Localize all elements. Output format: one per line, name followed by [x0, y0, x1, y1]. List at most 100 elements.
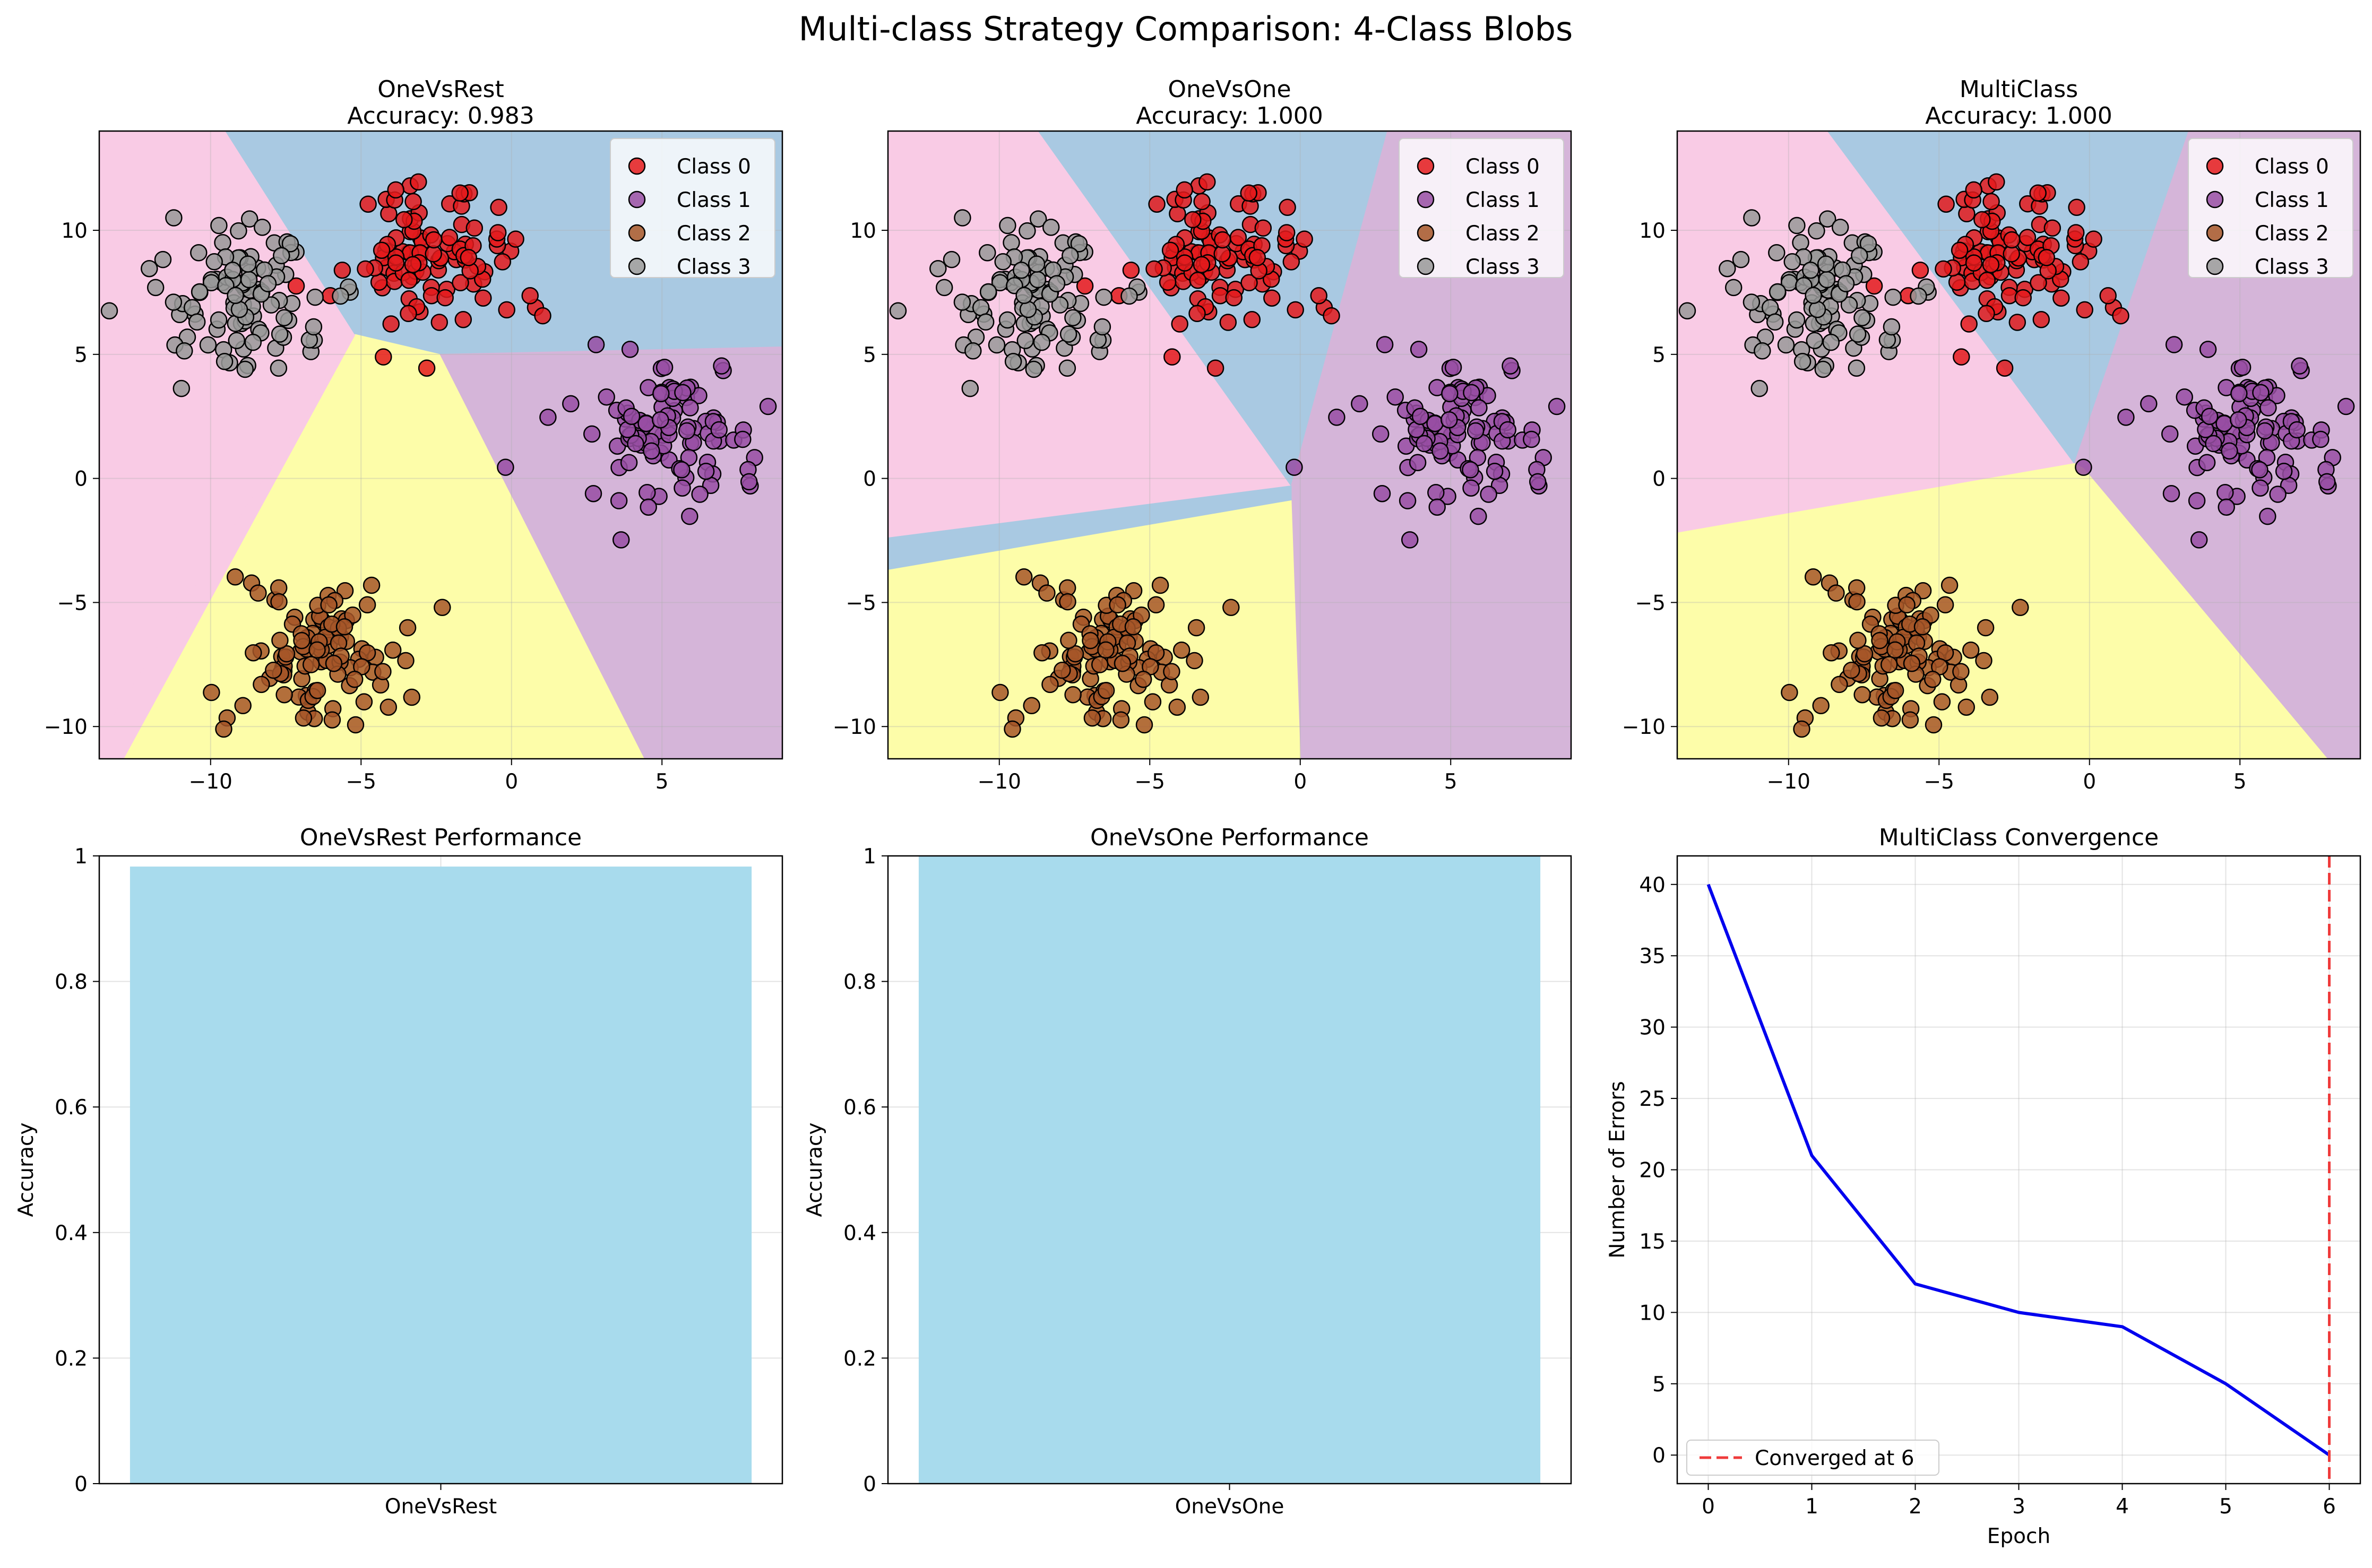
- data-point-class-1: [2259, 399, 2277, 417]
- data-point-class-3: [1042, 219, 1060, 236]
- data-point-class-2: [379, 698, 398, 716]
- data-point-class-2: [1038, 584, 1056, 602]
- data-point-class-0: [1263, 289, 1281, 307]
- data-point-class-3: [1678, 302, 1696, 319]
- data-point-class-2: [1886, 641, 1904, 659]
- data-point-class-3: [1766, 313, 1784, 331]
- data-point-class-1: [562, 395, 580, 413]
- data-point-class-2: [1793, 720, 1810, 738]
- data-point-class-0: [1254, 219, 1272, 237]
- data-point-class-3: [1019, 222, 1036, 240]
- data-point-class-3: [979, 283, 997, 301]
- data-point-class-2: [384, 641, 402, 659]
- data-point-class-2: [215, 720, 232, 738]
- data-point-class-0: [490, 198, 507, 216]
- panel-subtitle: Accuracy: 0.983: [347, 102, 534, 129]
- x-tick-label: 2: [1909, 1495, 1922, 1519]
- y-tick-label: 0.2: [55, 1347, 88, 1371]
- y-tick-label: 0: [74, 1472, 88, 1496]
- data-point-class-2: [1922, 606, 1939, 624]
- data-point-class-3: [972, 299, 990, 316]
- data-point-class-2: [295, 709, 313, 727]
- data-point-class-2: [1781, 683, 1798, 701]
- data-point-class-3: [1849, 325, 1867, 343]
- x-tick-label: 3: [2012, 1495, 2025, 1519]
- data-point-class-2: [1059, 593, 1076, 611]
- data-point-class-1: [674, 479, 691, 497]
- data-point-class-0: [1282, 253, 1300, 271]
- data-point-class-3: [1793, 353, 1812, 370]
- data-point-class-0: [1243, 311, 1261, 328]
- data-point-class-2: [1812, 697, 1830, 715]
- data-point-class-2: [1936, 596, 1954, 614]
- y-tick-label: −10: [44, 715, 88, 739]
- data-point-class-3: [943, 250, 961, 268]
- data-point-class-1: [2256, 422, 2274, 440]
- y-tick-label: 0: [1652, 467, 1666, 491]
- data-point-class-2: [1041, 675, 1059, 694]
- data-point-class-1: [1351, 395, 1368, 413]
- data-point-class-1: [681, 507, 698, 525]
- data-point-class-0: [2014, 289, 2032, 307]
- y-tick-label: 35: [1639, 945, 1666, 968]
- data-point-class-0: [2072, 253, 2090, 271]
- data-point-class-0: [1323, 307, 1340, 325]
- y-tick-label: 1: [74, 845, 88, 869]
- data-point-class-0: [387, 181, 404, 199]
- data-point-class-1: [640, 498, 657, 516]
- data-point-class-1: [2188, 492, 2206, 509]
- data-point-class-1: [2075, 458, 2092, 476]
- data-point-class-2: [1124, 618, 1142, 636]
- data-point-class-1: [2252, 479, 2269, 497]
- legend-marker: [1417, 224, 1435, 242]
- data-point-class-1: [2318, 473, 2336, 491]
- data-point-class-2: [1981, 688, 1999, 706]
- panel-title: OneVsOne Performance: [1090, 824, 1369, 851]
- data-point-class-2: [1135, 716, 1153, 734]
- data-point-class-1: [2190, 531, 2208, 549]
- data-point-class-2: [1187, 619, 1205, 637]
- data-point-class-0: [2076, 301, 2093, 319]
- data-point-class-2: [245, 644, 262, 662]
- y-tick-label: −5: [57, 591, 88, 615]
- y-tick-label: 15: [1639, 1230, 1666, 1254]
- data-point-class-1: [1467, 422, 1485, 440]
- x-tick-label: OneVsOne: [1175, 1495, 1284, 1519]
- axes-frame: [98, 130, 783, 760]
- data-point-class-2: [1848, 593, 1866, 611]
- data-point-class-0: [357, 260, 374, 278]
- x-tick-label: OneVsRest: [385, 1495, 497, 1519]
- data-point-class-3: [1818, 210, 1836, 228]
- data-point-class-2: [1913, 618, 1931, 636]
- y-tick-label: 30: [1639, 1016, 1666, 1040]
- y-tick-label: 0.4: [843, 1222, 876, 1245]
- data-point-class-1: [2117, 409, 2135, 426]
- data-point-class-3: [1817, 255, 1835, 273]
- y-tick-label: 10: [1639, 219, 1666, 243]
- data-point-class-2: [226, 568, 244, 586]
- data-point-class-0: [370, 273, 388, 291]
- data-point-class-1: [1410, 341, 1428, 358]
- data-point-class-3: [1754, 342, 1771, 360]
- data-point-class-2: [1873, 709, 1891, 727]
- data-point-class-1: [1431, 442, 1449, 460]
- data-point-class-3: [1910, 287, 1927, 305]
- data-point-class-0: [1193, 193, 1211, 211]
- data-point-class-1: [2216, 484, 2234, 501]
- data-point-class-3: [239, 255, 257, 273]
- data-point-class-0: [400, 272, 418, 289]
- data-point-class-0: [1225, 289, 1243, 307]
- data-point-class-3: [1806, 332, 1824, 350]
- data-point-class-3: [1837, 275, 1855, 292]
- data-point-class-0: [454, 311, 472, 328]
- data-point-class-0: [1278, 224, 1296, 241]
- data-point-class-2: [1133, 606, 1150, 624]
- y-tick-label: 0.8: [843, 971, 876, 994]
- data-point-class-3: [988, 336, 1006, 354]
- legend-label: Class 1: [677, 188, 751, 212]
- legend-marker: [628, 257, 646, 275]
- data-point-class-2: [1977, 619, 1995, 637]
- x-tick-label: 0: [2083, 770, 2096, 794]
- data-point-class-2: [1856, 645, 1874, 663]
